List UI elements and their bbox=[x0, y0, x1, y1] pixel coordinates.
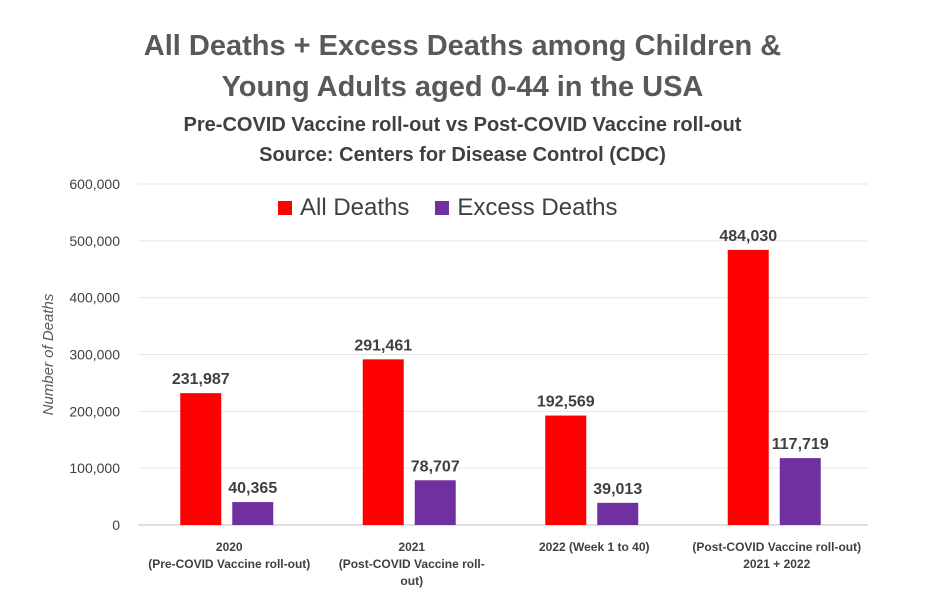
data-label: 39,013 bbox=[593, 481, 642, 498]
bar-excess-deaths bbox=[414, 480, 456, 525]
legend-label-excess-deaths: Excess Deaths bbox=[457, 194, 618, 221]
legend-item-excess-deaths: Excess Deaths bbox=[435, 194, 617, 222]
x-tick-label: (Pre-COVID Vaccine roll-out) bbox=[148, 557, 310, 571]
legend-swatch-all-deaths bbox=[278, 201, 292, 215]
data-label: 192,569 bbox=[537, 394, 595, 411]
x-tick-label: 2021 bbox=[398, 540, 425, 554]
legend-swatch-excess-deaths bbox=[435, 201, 450, 215]
y-tick-label: 500,000 bbox=[69, 233, 120, 249]
bar-excess-deaths bbox=[597, 502, 639, 525]
bar-excess-deaths bbox=[232, 502, 274, 525]
chart-title-line1: All Deaths + Excess Deaths among Childre… bbox=[143, 30, 782, 62]
legend-item-all-deaths: All Deaths bbox=[278, 194, 409, 222]
chart-subtitle-line2: Source: Centers for Disease Control (CDC… bbox=[259, 144, 666, 166]
y-tick-label: 100,000 bbox=[69, 460, 120, 476]
data-label: 78,707 bbox=[411, 458, 460, 475]
data-label: 40,365 bbox=[228, 480, 277, 497]
x-tick-label: 2022 (Week 1 to 40) bbox=[539, 540, 650, 554]
x-tick-label: 2021 + 2022 bbox=[743, 557, 810, 571]
chart-subtitle-line1: Pre-COVID Vaccine roll-out vs Post-COVID… bbox=[183, 114, 742, 136]
bar-excess-deaths bbox=[779, 458, 821, 525]
y-tick-label: 600,000 bbox=[69, 176, 120, 192]
y-tick-label: 300,000 bbox=[69, 347, 120, 363]
x-tick-label: (Post-COVID Vaccine roll- bbox=[339, 557, 485, 571]
x-tick-label: out) bbox=[400, 574, 423, 588]
y-tick-label: 400,000 bbox=[69, 290, 120, 306]
y-axis-label: Number of Deaths bbox=[40, 293, 57, 415]
data-label: 291,461 bbox=[354, 337, 412, 354]
chart-title-line2: Young Adults aged 0-44 in the USA bbox=[221, 71, 704, 103]
bar-all-deaths bbox=[180, 393, 222, 525]
chart-legend: All Deaths Excess Deaths bbox=[278, 194, 643, 222]
bar-all-deaths bbox=[727, 249, 769, 526]
bar-all-deaths bbox=[362, 359, 404, 525]
data-label: 484,030 bbox=[719, 228, 777, 245]
data-label: 231,987 bbox=[172, 371, 230, 388]
bar-all-deaths bbox=[545, 415, 587, 525]
data-label: 117,719 bbox=[772, 436, 829, 453]
x-tick-label: (Post-COVID Vaccine roll-out) bbox=[692, 540, 861, 554]
legend-label-all-deaths: All Deaths bbox=[300, 194, 410, 221]
y-tick-label: 0 bbox=[112, 517, 120, 533]
y-tick-label: 200,000 bbox=[69, 403, 120, 419]
x-tick-label: 2020 bbox=[216, 540, 243, 554]
